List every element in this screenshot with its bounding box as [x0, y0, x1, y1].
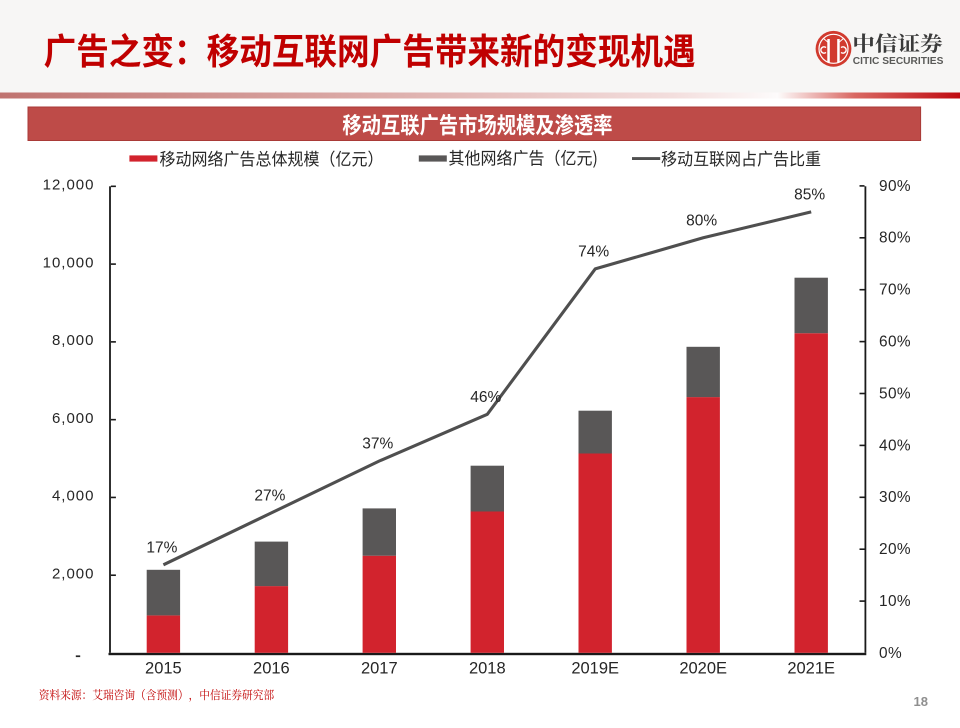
- svg-text:17%: 17%: [146, 539, 177, 556]
- svg-text:2019E: 2019E: [571, 659, 619, 677]
- svg-text:20%: 20%: [879, 541, 911, 558]
- svg-text:46%: 46%: [470, 389, 501, 406]
- svg-text:8,000: 8,000: [52, 332, 95, 349]
- svg-text:80%: 80%: [879, 230, 911, 247]
- svg-text:2,000: 2,000: [52, 565, 95, 582]
- svg-text:10,000: 10,000: [43, 254, 95, 271]
- svg-text:37%: 37%: [362, 436, 393, 453]
- svg-text:40%: 40%: [879, 437, 911, 454]
- svg-text:74%: 74%: [578, 244, 609, 261]
- svg-text:2016: 2016: [253, 659, 290, 677]
- svg-text:27%: 27%: [254, 488, 285, 505]
- svg-text:60%: 60%: [879, 334, 911, 351]
- svg-text:50%: 50%: [879, 385, 911, 402]
- svg-text:80%: 80%: [686, 212, 717, 229]
- svg-text:10%: 10%: [879, 593, 911, 610]
- svg-text:70%: 70%: [879, 282, 911, 299]
- svg-text:0%: 0%: [879, 645, 902, 662]
- svg-text:2015: 2015: [145, 659, 182, 677]
- svg-text:18: 18: [914, 694, 928, 709]
- svg-text:90%: 90%: [879, 178, 911, 195]
- svg-text:2021E: 2021E: [787, 659, 835, 677]
- svg-text:2017: 2017: [361, 659, 398, 677]
- svg-text:6,000: 6,000: [52, 410, 95, 427]
- svg-text:30%: 30%: [879, 489, 911, 506]
- svg-text:2018: 2018: [469, 659, 506, 677]
- svg-text:CITIC SECURITIES: CITIC SECURITIES: [853, 56, 944, 67]
- svg-text:2020E: 2020E: [679, 659, 727, 677]
- svg-text:85%: 85%: [794, 187, 825, 204]
- svg-text:4,000: 4,000: [52, 488, 95, 505]
- svg-text:12,000: 12,000: [43, 177, 95, 194]
